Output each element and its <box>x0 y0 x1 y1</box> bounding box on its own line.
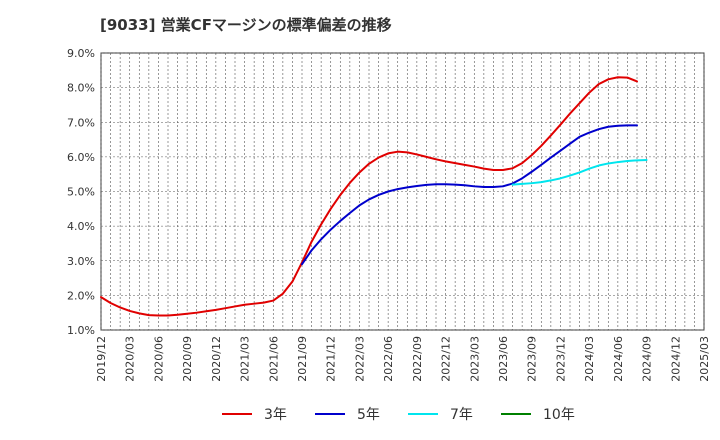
series-line-2 <box>301 124 638 266</box>
y-tick-label: 9.0% <box>67 47 95 60</box>
series-line-3 <box>511 158 648 186</box>
x-tick-label: 2021/03 <box>239 336 252 382</box>
x-tick-label: 2021/12 <box>325 336 338 382</box>
axes: 1.0% 2.0% 3.0% 4.0% 5.0% 6.0% 7.0% 8.0% 9.0% 2019… <box>67 47 711 382</box>
x-tick-label: 2023/09 <box>526 336 539 382</box>
y-tick-label: 2.0% <box>67 289 95 302</box>
chart-title: [9033] 営業CFマージンの標準偏差の推移 <box>100 16 392 34</box>
y-tick-label: 8.0% <box>67 82 95 95</box>
x-tick-label: 2020/12 <box>210 336 223 382</box>
x-tick-label: 2023/12 <box>554 336 567 382</box>
series-line-1 <box>100 76 638 317</box>
y-tick-label: 3.0% <box>67 255 95 268</box>
x-tick-label: 2022/09 <box>411 336 424 382</box>
x-tick-label: 2024/06 <box>612 336 625 382</box>
y-tick-label: 5.0% <box>67 186 95 199</box>
series-lines <box>100 76 648 317</box>
legend-label: 3年 <box>264 407 287 423</box>
x-tick-label: 2019/12 <box>95 336 108 382</box>
x-tick-label: 2022/12 <box>440 336 453 382</box>
y-tick-label: 4.0% <box>67 220 95 233</box>
x-tick-label: 2020/03 <box>124 336 137 382</box>
x-tick-label: 2025/03 <box>698 336 711 382</box>
x-tick-label: 2020/09 <box>181 336 194 382</box>
x-tick-label: 2022/03 <box>353 336 366 382</box>
x-tick-label: 2024/03 <box>583 336 596 382</box>
x-tick-label: 2022/06 <box>382 336 395 382</box>
legend: 3年 5年 7年 10年 <box>222 407 575 423</box>
x-tick-label: 2023/03 <box>468 336 481 382</box>
x-tick-label: 2024/12 <box>669 336 682 382</box>
legend-label: 5年 <box>357 407 380 423</box>
legend-label: 10年 <box>543 407 575 423</box>
x-tick-label: 2024/09 <box>641 336 654 382</box>
x-tick-label: 2021/09 <box>296 336 309 382</box>
x-tick-label: 2023/06 <box>497 336 510 382</box>
y-tick-label: 7.0% <box>67 116 95 129</box>
legend-label: 7年 <box>450 407 473 423</box>
x-tick-label: 2021/06 <box>267 336 280 382</box>
x-tick-label: 2020/06 <box>152 336 165 382</box>
grid <box>100 52 705 331</box>
y-tick-label: 1.0% <box>67 324 95 337</box>
y-tick-label: 6.0% <box>67 151 95 164</box>
